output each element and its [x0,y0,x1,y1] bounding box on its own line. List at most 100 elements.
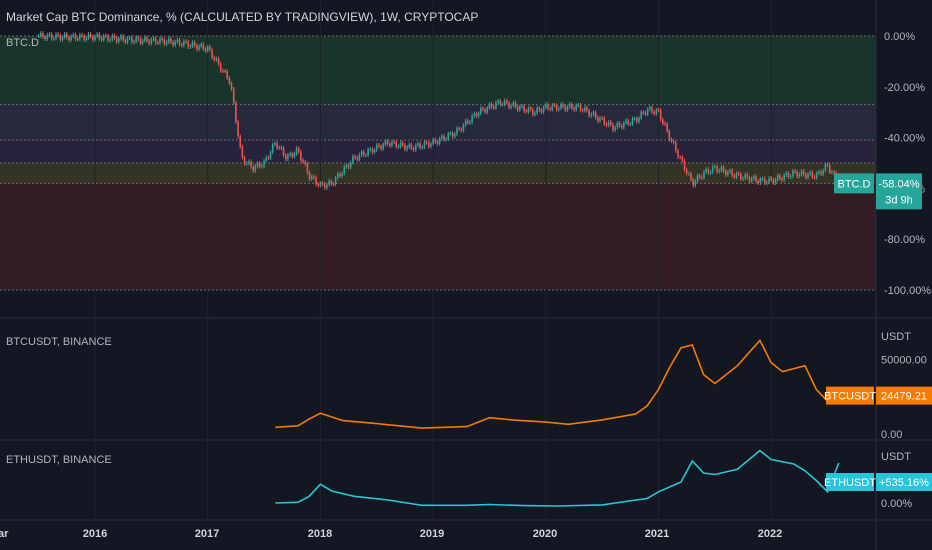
candle-body [380,146,382,149]
candle-body [768,178,770,183]
candle-body [48,33,51,35]
candle-body [378,144,380,147]
candle-body [774,179,777,184]
candle-body [66,33,68,38]
candle-body [675,142,677,151]
candle-body [718,170,720,172]
candle-body [150,39,153,44]
candle-body [410,144,413,149]
candle-body [349,162,352,168]
candle-body [692,179,694,186]
candle-body [610,122,612,125]
candle-body [776,175,779,180]
candle-body [475,113,478,117]
candle-body [445,139,447,141]
candle-body [304,161,307,164]
candle-body [659,110,662,120]
candle-body [737,173,740,175]
candle-body [462,124,465,131]
candle-body [94,36,96,40]
candle-body [226,71,229,79]
candle-body [243,157,246,164]
candle-body [341,173,343,176]
candle-body [144,37,146,41]
candle-body [425,142,428,144]
candle-body [640,112,642,119]
candle-body [367,149,369,156]
candle-body [44,36,46,40]
candle-body [317,184,320,186]
dominance-zone-1 [0,104,876,141]
candle-body [310,176,313,179]
candle-body [202,44,205,49]
candle-body [505,100,508,103]
candle-body [241,146,244,158]
candle-body [466,120,469,123]
candle-body [518,106,521,111]
candle-body [412,148,415,150]
candle-body [638,118,640,122]
candle-body [432,139,434,144]
candle-body [200,44,202,47]
candle-body [375,144,378,150]
candle-body [187,41,189,47]
candle-body [581,109,584,111]
candle-body [525,110,528,112]
candle-body [369,148,372,150]
candle-body [542,107,545,113]
candle-body [809,172,812,174]
candle-body [735,173,738,178]
candle-body [37,36,40,37]
candle-body [529,107,532,110]
candle-body [792,170,794,177]
candle-body [219,63,222,71]
candle-body [573,108,575,110]
candle-body [579,104,582,110]
candle-body [698,175,701,178]
btcd-value-tag [876,173,922,210]
candle-body [274,143,276,145]
candle-body [794,170,796,172]
candle-body [681,157,684,161]
candle-body [540,110,543,113]
candle-body [813,176,816,178]
candle-body [128,37,131,39]
candle-body [562,104,564,107]
candle-body [408,144,411,148]
candle-body [308,172,311,179]
candle-body [516,106,519,111]
candle-body [766,182,768,184]
candle-body [326,184,328,188]
candle-body [53,38,55,40]
candle-body [822,170,825,175]
candle-body [313,176,315,178]
candle-body [683,160,686,170]
candle-body [560,104,562,109]
candle-body [707,169,710,173]
candle-body [696,175,699,181]
candle-body [802,170,805,175]
axes: 0.00%-20.00%-40.00%-60.00%-80.00%-100.00… [0,31,931,540]
candle-body [495,102,497,108]
ethusdt-value-tag [876,473,932,491]
candle-body [449,133,452,135]
candle-body [365,155,367,157]
ethusdt-symbol-tag [826,473,874,491]
candle-body [172,42,174,46]
candle-body [607,122,610,126]
candle-body [807,173,809,178]
candle-body [68,37,70,41]
candle-body [521,105,523,107]
candle-body [545,104,547,108]
candle-body [701,177,703,179]
x-tick: ar [0,528,9,540]
candle-body [672,141,675,143]
candle-body [501,104,504,106]
candle-body [83,35,85,40]
candle-body [256,163,259,166]
candle-body [295,148,298,155]
candle-body [42,33,44,37]
candle-body [261,166,263,168]
candle-body [46,34,49,40]
candle-body [538,108,541,111]
